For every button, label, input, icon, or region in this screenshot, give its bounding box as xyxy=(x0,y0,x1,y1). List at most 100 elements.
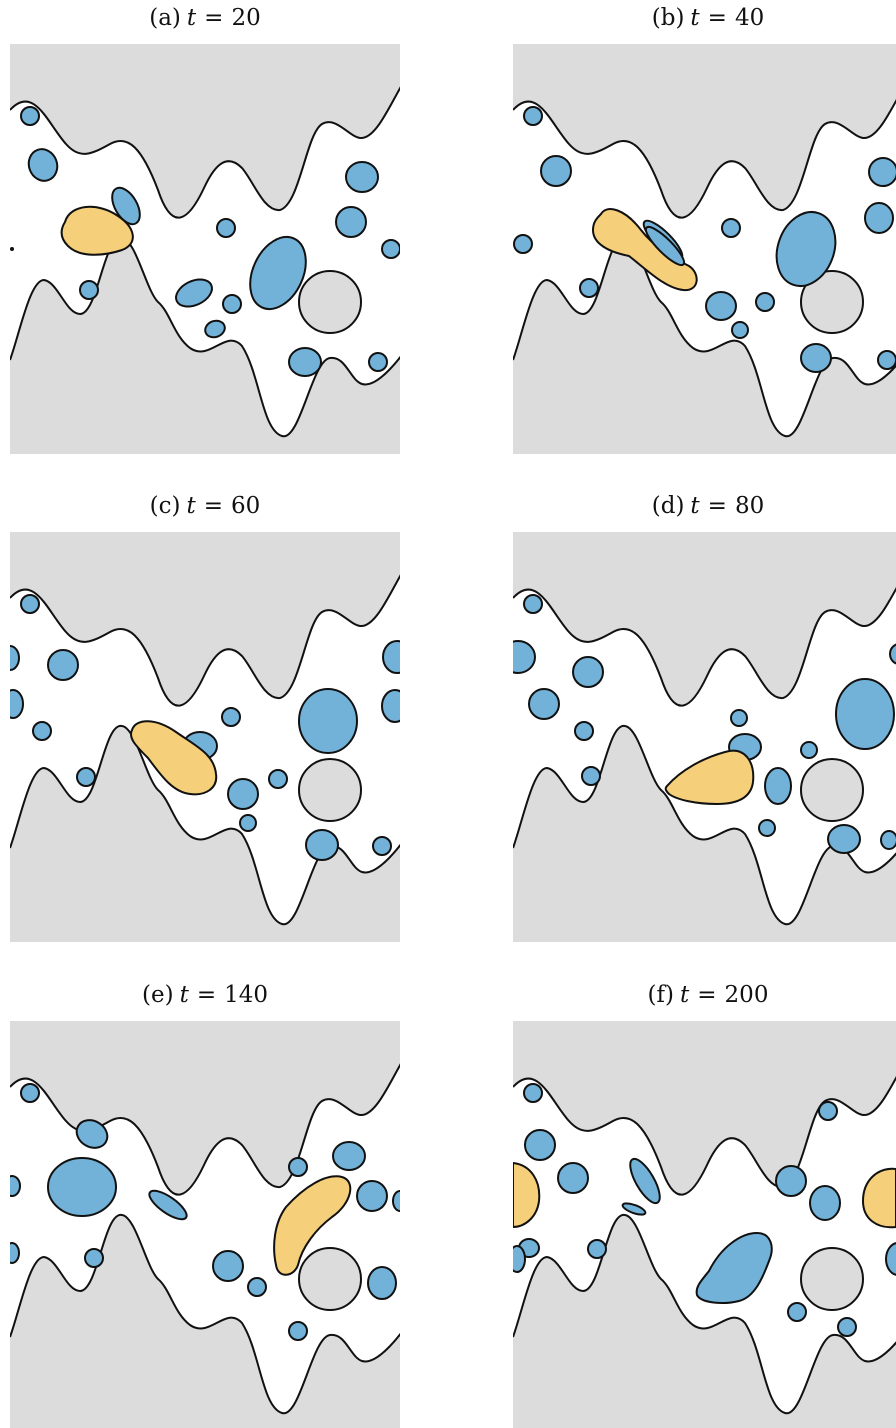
panel-e-eq: = xyxy=(196,982,217,1008)
yellow-cell xyxy=(664,749,755,806)
channel-walls xyxy=(10,44,400,454)
panel-a-simulation xyxy=(10,44,400,454)
blue-cell xyxy=(84,1248,104,1268)
blue-cell xyxy=(381,239,400,259)
panel-c-var: t xyxy=(186,493,196,519)
blue-cell xyxy=(731,321,749,339)
panel-a-var: t xyxy=(186,5,197,31)
panel-a-time: 20 xyxy=(231,5,261,31)
blue-cell xyxy=(392,1190,400,1212)
blue-cell xyxy=(730,709,748,727)
blue-cell xyxy=(216,218,236,238)
blue-cell xyxy=(268,769,288,789)
blue-cell xyxy=(175,278,213,308)
blue-cell xyxy=(76,767,96,787)
blue-cell xyxy=(523,106,543,126)
blue-cell xyxy=(572,656,604,688)
blue-cell xyxy=(32,721,52,741)
blue-cell xyxy=(75,1119,109,1149)
yellow-cell xyxy=(513,1161,541,1229)
blue-cell xyxy=(204,319,226,339)
blue-cell xyxy=(889,643,896,665)
blue-cell xyxy=(249,235,307,311)
circular-obstacle xyxy=(800,1247,864,1311)
blue-cell xyxy=(574,721,594,741)
blue-cell xyxy=(111,186,141,226)
blue-cell xyxy=(288,1157,308,1177)
blue-cell xyxy=(721,218,741,238)
circular-obstacle xyxy=(298,1247,362,1311)
yellow-cell xyxy=(591,208,698,292)
panel-f-label: (f) xyxy=(647,982,675,1008)
blue-cell xyxy=(239,814,257,832)
panel-d-label: (d) xyxy=(651,493,685,519)
small-fragment xyxy=(10,247,14,251)
blue-cell xyxy=(20,594,40,614)
blue-cell xyxy=(880,830,896,850)
blue-cell xyxy=(581,766,601,786)
blue-cell xyxy=(800,343,832,373)
blue-cell xyxy=(818,1101,838,1121)
circular-obstacle xyxy=(800,758,864,822)
blue-cell xyxy=(356,1180,388,1212)
blue-cell xyxy=(288,1321,308,1341)
blue-cell xyxy=(864,202,894,234)
panel-a-title: (a) t = 20 xyxy=(10,0,400,36)
blue-cell xyxy=(621,1202,647,1216)
panel-c-time: 60 xyxy=(231,493,261,519)
panel-c-title: (c) t = 60 xyxy=(10,488,400,524)
panel-e-simulation xyxy=(10,1021,400,1428)
blue-cell xyxy=(47,649,79,681)
blue-cell xyxy=(885,1242,896,1276)
panel-d-eq: = xyxy=(707,493,727,519)
blue-cell xyxy=(775,1165,807,1197)
yellow-cell xyxy=(60,205,134,256)
blue-cell xyxy=(758,819,776,837)
blue-cell xyxy=(837,1317,857,1337)
blue-cell xyxy=(835,678,895,750)
blue-cell xyxy=(222,294,242,314)
blue-cell xyxy=(644,225,686,267)
blue-cell xyxy=(587,1239,607,1259)
panel-c-eq: = xyxy=(203,493,224,519)
blue-cell xyxy=(523,1083,543,1103)
blue-cell xyxy=(335,206,367,238)
blue-cell xyxy=(221,707,241,727)
blue-cell xyxy=(372,836,392,856)
blue-cell xyxy=(787,1302,807,1322)
blue-cell xyxy=(877,350,896,370)
panel-f-title: (f) t = 200 xyxy=(513,977,896,1013)
blue-cell xyxy=(695,1231,773,1304)
panel-a-label: (a) xyxy=(149,5,181,31)
panel-e-time: 140 xyxy=(224,982,268,1008)
blue-cell xyxy=(800,741,818,759)
blue-cell xyxy=(513,640,536,674)
blue-cell xyxy=(809,1185,841,1221)
panel-e-label: (e) xyxy=(142,982,174,1008)
blue-cell xyxy=(764,767,792,805)
blue-cell xyxy=(367,1266,397,1300)
blue-cell xyxy=(827,824,861,854)
panel-e-var: t xyxy=(179,982,189,1008)
channel-walls xyxy=(513,1021,896,1428)
panel-d-time: 80 xyxy=(734,493,765,519)
blue-cell xyxy=(513,1245,526,1273)
panel-f-eq: = xyxy=(697,982,717,1008)
panel-f-var: t xyxy=(680,982,690,1008)
panel-b-simulation xyxy=(513,44,896,454)
blue-cell xyxy=(755,292,775,312)
panel-c-label: (c) xyxy=(149,493,181,519)
panel-f-time: 200 xyxy=(724,982,769,1008)
blue-cell xyxy=(705,291,737,321)
blue-cell xyxy=(10,1175,21,1197)
blue-cell xyxy=(298,688,358,754)
blue-cell xyxy=(523,594,543,614)
blue-cell xyxy=(868,157,896,187)
blue-cell xyxy=(368,352,388,372)
blue-cell xyxy=(10,1242,20,1264)
blue-cell xyxy=(305,829,339,861)
panel-a-eq: = xyxy=(204,5,224,31)
panel-e-title: (e) t = 140 xyxy=(10,977,400,1013)
yellow-cell xyxy=(861,1167,896,1229)
blue-cell xyxy=(288,347,322,377)
